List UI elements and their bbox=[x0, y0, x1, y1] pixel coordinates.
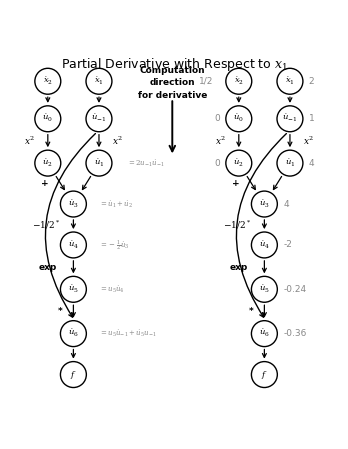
Text: $\dot{x}_1$: $\dot{x}_1$ bbox=[285, 76, 295, 87]
Text: exp: exp bbox=[230, 263, 248, 272]
Circle shape bbox=[35, 150, 61, 176]
Text: $\dot{u}_3$: $\dot{u}_3$ bbox=[68, 198, 79, 210]
Text: $\dot{u}_{-1}$: $\dot{u}_{-1}$ bbox=[91, 113, 106, 124]
Circle shape bbox=[251, 191, 277, 217]
Circle shape bbox=[251, 232, 277, 258]
Circle shape bbox=[61, 232, 86, 258]
Text: $\dot{u}_5$: $\dot{u}_5$ bbox=[68, 284, 79, 295]
Text: $\dot{u}_6$: $\dot{u}_6$ bbox=[259, 328, 270, 339]
Circle shape bbox=[251, 321, 277, 347]
Circle shape bbox=[251, 361, 277, 387]
Text: *: * bbox=[57, 307, 62, 316]
Text: $\dot{u}_5$: $\dot{u}_5$ bbox=[259, 284, 270, 295]
Text: $\dot{u}_0$: $\dot{u}_0$ bbox=[234, 113, 244, 124]
Text: $-1/2^*$: $-1/2^*$ bbox=[32, 218, 60, 231]
Circle shape bbox=[61, 361, 86, 387]
Circle shape bbox=[226, 106, 252, 132]
Text: Computation
direction
for derivative: Computation direction for derivative bbox=[137, 66, 207, 100]
Text: 4: 4 bbox=[309, 158, 314, 167]
Text: -0.36: -0.36 bbox=[283, 329, 307, 338]
Text: $x^2$: $x^2$ bbox=[24, 135, 34, 147]
Circle shape bbox=[251, 276, 277, 302]
Text: $\dot{u}_3$: $\dot{u}_3$ bbox=[259, 198, 270, 210]
Text: exp: exp bbox=[39, 263, 57, 272]
Text: +: + bbox=[41, 179, 49, 188]
Text: $x^2$: $x^2$ bbox=[303, 135, 314, 147]
Circle shape bbox=[35, 68, 61, 94]
Text: 2: 2 bbox=[309, 77, 314, 86]
Text: 1/2: 1/2 bbox=[199, 77, 213, 86]
Text: $=u_5\dot{u}_4$: $=u_5\dot{u}_4$ bbox=[99, 284, 125, 295]
Text: +: + bbox=[232, 179, 240, 188]
Text: 0: 0 bbox=[214, 114, 220, 123]
Text: $\dot{u}_0$: $\dot{u}_0$ bbox=[42, 113, 53, 124]
Text: $=2u_{-1}\dot{u}_{-1}$: $=2u_{-1}\dot{u}_{-1}$ bbox=[127, 158, 165, 168]
Text: $\dot{u}_1$: $\dot{u}_1$ bbox=[285, 158, 295, 169]
Text: $f$: $f$ bbox=[261, 369, 268, 381]
Circle shape bbox=[86, 68, 112, 94]
Text: *: * bbox=[248, 307, 253, 316]
Circle shape bbox=[61, 276, 86, 302]
Text: $\dot{x}_2$: $\dot{x}_2$ bbox=[43, 76, 53, 87]
Text: $\dot{u}_{-1}$: $\dot{u}_{-1}$ bbox=[282, 113, 298, 124]
Text: $\dot{u}_4$: $\dot{u}_4$ bbox=[259, 239, 270, 251]
Text: $\dot{u}_6$: $\dot{u}_6$ bbox=[68, 328, 79, 339]
Text: $-1/2^*$: $-1/2^*$ bbox=[223, 218, 251, 231]
Text: $f$: $f$ bbox=[70, 369, 77, 381]
Circle shape bbox=[61, 321, 86, 347]
Text: 0: 0 bbox=[214, 158, 220, 167]
Text: $\dot{u}_4$: $\dot{u}_4$ bbox=[68, 239, 79, 251]
Circle shape bbox=[86, 150, 112, 176]
Text: 1: 1 bbox=[309, 114, 315, 123]
Circle shape bbox=[226, 68, 252, 94]
Circle shape bbox=[61, 191, 86, 217]
Text: 4: 4 bbox=[283, 199, 289, 208]
Circle shape bbox=[277, 106, 303, 132]
Text: $\dot{x}_2$: $\dot{x}_2$ bbox=[234, 76, 244, 87]
Circle shape bbox=[277, 150, 303, 176]
Text: -2: -2 bbox=[283, 241, 292, 250]
Circle shape bbox=[226, 150, 252, 176]
Text: $\dot{u}_1$: $\dot{u}_1$ bbox=[94, 158, 104, 169]
Text: $\dot{x}_1$: $\dot{x}_1$ bbox=[94, 76, 104, 87]
Text: Partial Derivative with Respect to $x_1$: Partial Derivative with Respect to $x_1$ bbox=[61, 56, 287, 73]
Circle shape bbox=[35, 106, 61, 132]
Text: $x^2$: $x^2$ bbox=[112, 135, 123, 147]
Circle shape bbox=[86, 106, 112, 132]
Text: $=\dot{u}_1+\dot{u}_2$: $=\dot{u}_1+\dot{u}_2$ bbox=[99, 198, 134, 210]
Text: $x^2$: $x^2$ bbox=[215, 135, 226, 147]
Text: $=u_5\dot{u}_{-1}+\dot{u}_5u_{-1}$: $=u_5\dot{u}_{-1}+\dot{u}_5u_{-1}$ bbox=[99, 328, 157, 339]
Text: -0.24: -0.24 bbox=[283, 285, 306, 294]
Circle shape bbox=[277, 68, 303, 94]
Text: $\dot{u}_2$: $\dot{u}_2$ bbox=[42, 158, 53, 169]
Text: $=-\frac{1}{2}\dot{u}_3$: $=-\frac{1}{2}\dot{u}_3$ bbox=[99, 238, 130, 252]
Text: $\dot{u}_2$: $\dot{u}_2$ bbox=[234, 158, 244, 169]
